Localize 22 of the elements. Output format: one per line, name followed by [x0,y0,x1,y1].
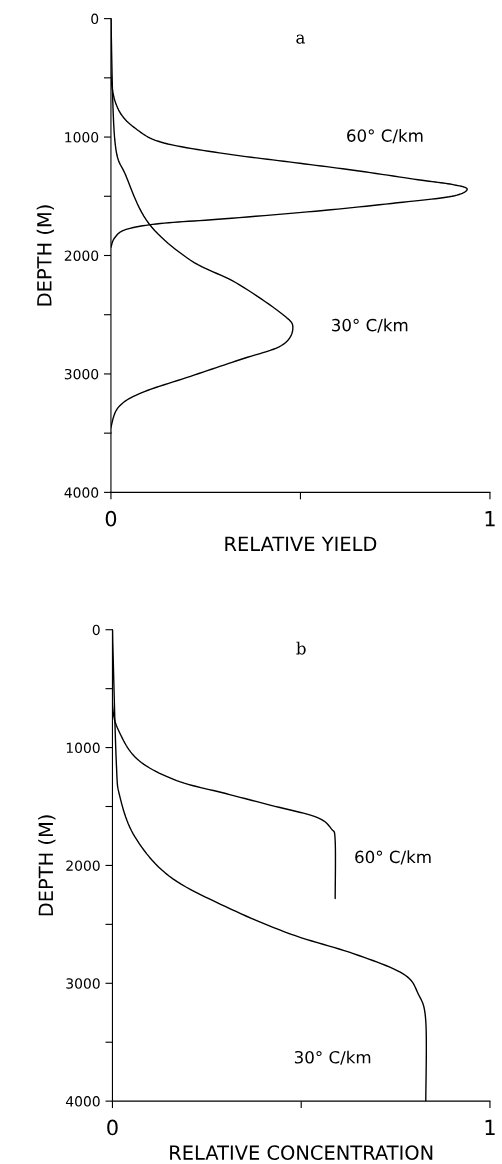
y-tick-label: 1000 [65,132,99,143]
y-tick-label: 0 [92,624,100,636]
x-tick-label: 1 [485,1119,495,1136]
y-tick-label: 2000 [66,860,100,871]
y-tick-label: 3000 [64,368,99,380]
y-tick-label: 1000 [66,742,100,754]
y-axis-title: DEPTH (M) [36,205,54,306]
y-tick-label: 3000 [66,978,100,989]
y-tick-label: 4000 [64,487,99,498]
annotation: 30° C/km [332,318,408,333]
x-tick-label: 1 [485,511,495,527]
y-tick-label: 2000 [64,250,99,261]
y-axis-title: DEPTH (M) [38,815,56,916]
annotation: 30° C/km [294,1050,371,1065]
y-tick-label: 4000 [65,1096,100,1107]
x-axis-title: RELATIVE CONCENTRATION [170,1145,433,1160]
annotation: 60° C/km [347,129,423,144]
text: b [296,641,306,655]
x-axis-title: RELATIVE YIELD [225,536,377,551]
y-tick-label: 0 [91,13,99,25]
annotation: 60° C/km [355,850,431,865]
text: a [296,34,305,44]
